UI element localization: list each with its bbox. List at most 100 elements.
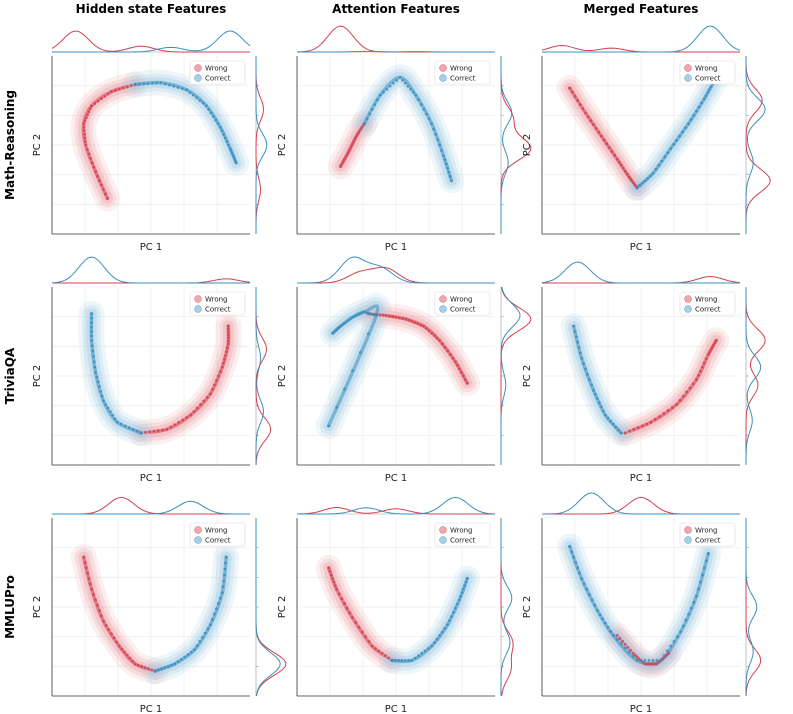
legend-label: Wrong	[450, 527, 473, 535]
y-axis-label: PC 2	[522, 365, 533, 388]
data-point	[695, 378, 698, 381]
data-point	[390, 659, 394, 662]
data-point	[327, 424, 331, 428]
data-point	[387, 656, 391, 660]
data-point	[345, 320, 348, 324]
data-point	[226, 327, 230, 331]
top-marginal-density	[542, 25, 741, 53]
data-point	[422, 324, 426, 328]
data-point	[370, 644, 374, 648]
data-point	[135, 429, 139, 433]
data-point	[699, 580, 702, 584]
data-point	[349, 145, 353, 149]
data-point	[205, 395, 209, 399]
data-point	[411, 90, 415, 94]
data-point	[339, 324, 342, 328]
legend-label: Wrong	[205, 296, 228, 304]
legend-box	[679, 291, 736, 316]
data-point	[602, 138, 606, 142]
data-point	[697, 374, 700, 377]
x-axis-label: PC 1	[140, 704, 163, 714]
data-point	[600, 405, 603, 409]
x-axis-label: PC 1	[385, 473, 408, 484]
data-point	[93, 102, 97, 105]
legend-marker	[439, 305, 447, 313]
data-point	[100, 183, 103, 187]
legend-marker	[194, 64, 202, 72]
data-point	[166, 664, 170, 668]
data-point	[94, 170, 97, 174]
legend-box	[434, 291, 491, 316]
data-point	[454, 360, 457, 364]
side-marginal-density	[745, 286, 766, 465]
legend-label: Correct	[695, 75, 721, 83]
data-point	[353, 137, 357, 141]
data-point	[657, 660, 661, 664]
x-axis-label: PC 1	[385, 242, 408, 253]
data-point	[209, 623, 212, 627]
data-point	[581, 107, 585, 111]
data-point	[714, 339, 718, 342]
data-point	[576, 99, 580, 102]
data-point	[459, 594, 463, 598]
data-point	[611, 634, 615, 637]
data-point	[150, 81, 154, 85]
data-point	[358, 350, 362, 354]
data-point	[185, 88, 189, 92]
data-point	[443, 346, 447, 349]
data-point	[410, 659, 414, 662]
y-axis-label: PC 2	[32, 365, 43, 388]
data-point	[417, 654, 420, 658]
data-point	[607, 146, 611, 150]
data-point	[655, 662, 659, 666]
legend-marker	[439, 64, 447, 72]
data-point	[454, 606, 457, 610]
data-point	[398, 75, 402, 79]
data-point	[635, 655, 639, 659]
legend-label: Correct	[205, 306, 231, 314]
data-point	[104, 403, 108, 406]
data-point	[417, 98, 420, 102]
data-point	[183, 655, 187, 659]
data-point	[88, 582, 92, 586]
data-point	[669, 644, 673, 648]
data-point	[413, 321, 417, 324]
data-point	[681, 394, 685, 398]
data-point	[601, 409, 605, 413]
data-point	[617, 160, 621, 164]
data-point	[460, 591, 464, 595]
data-point	[185, 416, 189, 419]
data-point	[606, 416, 610, 420]
data-point	[401, 317, 404, 320]
data-point	[133, 662, 137, 666]
data-point	[370, 108, 374, 111]
data-point	[199, 403, 202, 406]
data-point	[687, 122, 690, 126]
data-point	[414, 93, 418, 97]
data-point	[666, 649, 669, 653]
data-point	[83, 136, 87, 140]
data-point	[695, 109, 698, 113]
data-point	[104, 192, 107, 196]
data-point	[618, 637, 622, 640]
data-point	[165, 428, 169, 431]
data-point	[224, 350, 228, 354]
data-point	[385, 87, 389, 91]
data-point	[669, 147, 673, 150]
data-point	[464, 580, 468, 584]
data-point	[443, 626, 447, 630]
data-point	[344, 155, 348, 159]
scatter-panel: PC 1 PC 2 Wrong Correct	[277, 496, 514, 714]
data-point	[148, 430, 152, 434]
data-point	[645, 422, 649, 426]
data-point	[623, 642, 627, 646]
data-point	[357, 625, 361, 629]
data-point	[102, 399, 105, 403]
data-point	[117, 644, 121, 648]
data-point	[195, 644, 199, 647]
data-point	[341, 160, 345, 164]
data-point	[86, 113, 90, 117]
data-point	[611, 422, 615, 426]
data-point	[394, 315, 398, 319]
